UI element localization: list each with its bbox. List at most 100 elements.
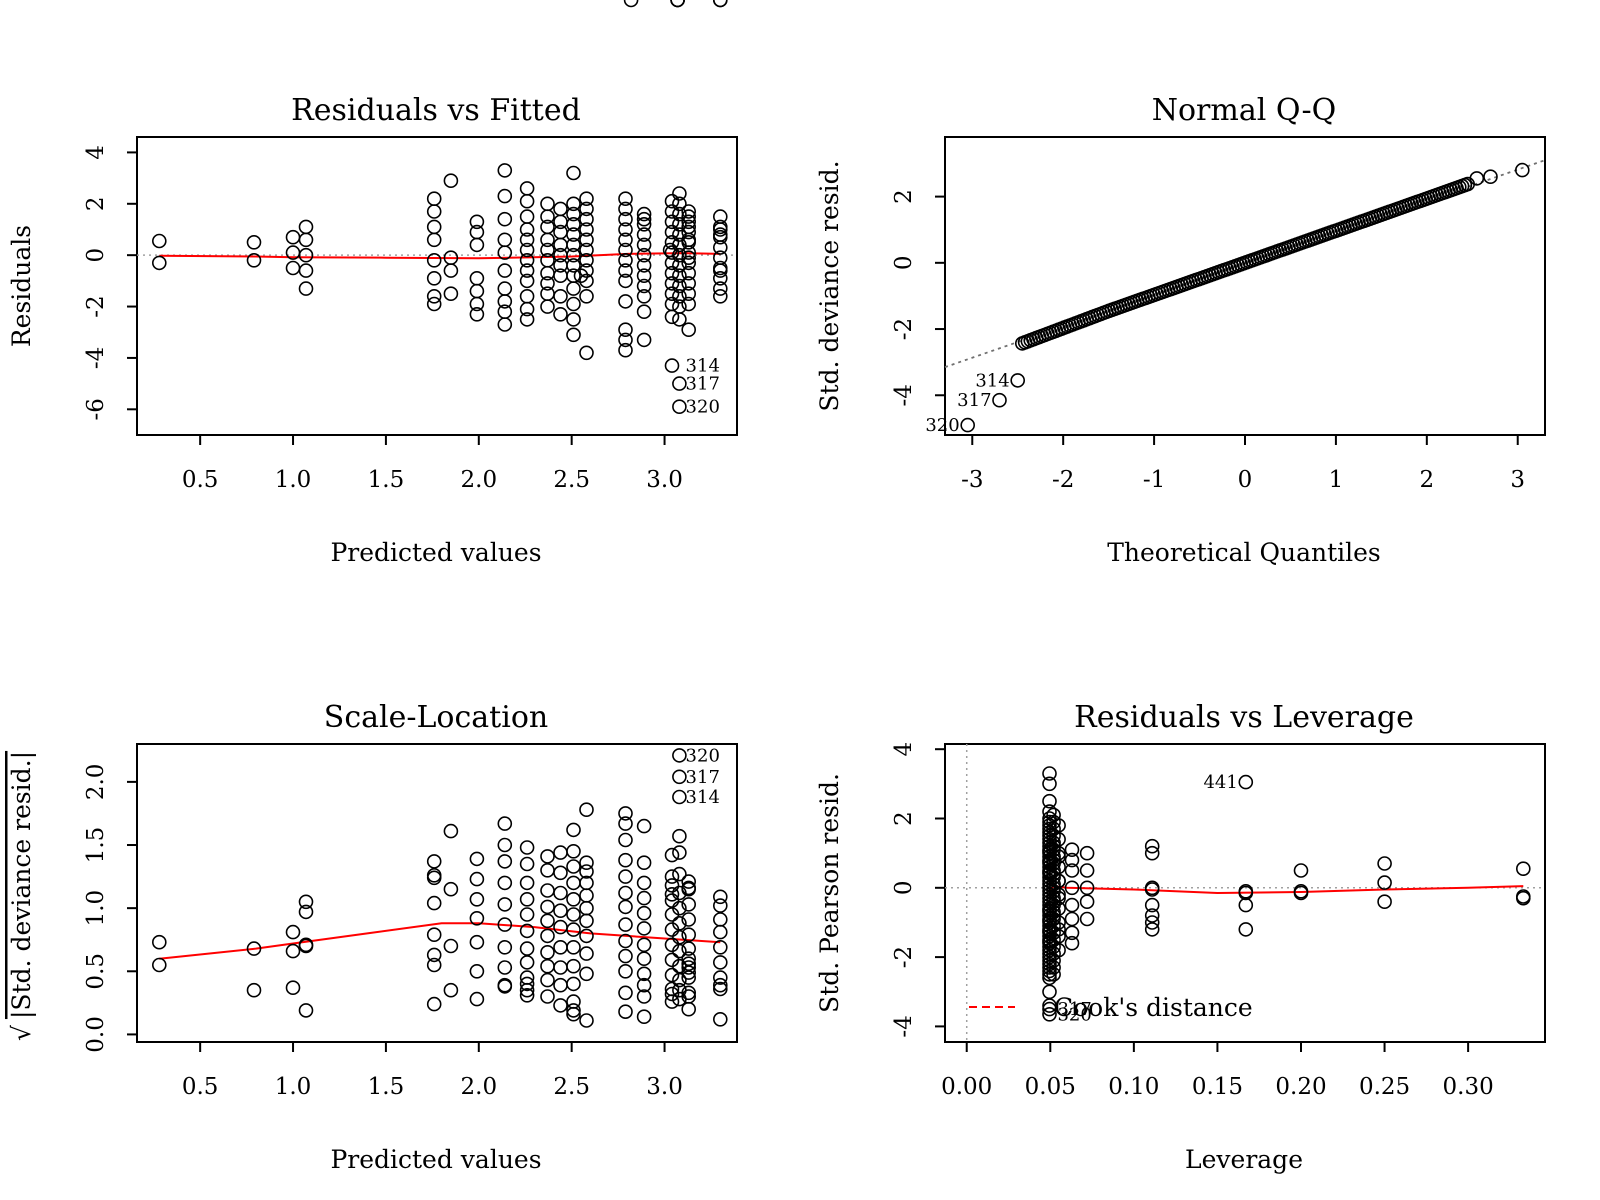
y-tick-label: 0 xyxy=(891,880,917,895)
data-point xyxy=(1238,885,1254,901)
x-axis-ticks: 0.5 1.0 1.5 2.0 2.5 3.0 xyxy=(182,1042,683,1100)
data-point xyxy=(672,312,687,327)
y-tick-label: 2 xyxy=(891,189,917,204)
data-point xyxy=(553,885,568,901)
data-point xyxy=(1064,925,1080,941)
x-tick-label: -3 xyxy=(961,467,983,493)
data-point xyxy=(636,211,652,227)
data-point xyxy=(540,928,555,944)
data-point xyxy=(497,875,513,891)
data-point xyxy=(443,938,459,954)
data-point xyxy=(1042,956,1057,972)
data-point xyxy=(579,928,594,944)
data-point xyxy=(712,281,728,296)
data-points xyxy=(1042,766,1531,1022)
data-point xyxy=(1377,894,1392,910)
data-point xyxy=(1051,901,1066,916)
x-tick-label: 1.0 xyxy=(275,1074,312,1100)
data-point xyxy=(519,242,535,258)
data-point xyxy=(579,252,594,268)
data-point xyxy=(1042,970,1057,986)
data-point xyxy=(298,232,314,248)
data-point xyxy=(636,288,652,304)
data-point xyxy=(1079,911,1095,927)
data-point xyxy=(579,211,594,227)
x-tick-label: 2.0 xyxy=(461,1074,498,1100)
data-point xyxy=(298,938,314,954)
data-point xyxy=(497,232,513,248)
data-point xyxy=(152,255,167,271)
data-point xyxy=(636,332,652,348)
data-point xyxy=(573,268,589,284)
data-point xyxy=(712,227,728,242)
data-point xyxy=(469,306,485,322)
data-point xyxy=(1042,939,1057,955)
data-point xyxy=(1515,162,1530,178)
data-point xyxy=(566,281,581,296)
data-point xyxy=(497,979,513,994)
data-point xyxy=(246,982,262,998)
data-point xyxy=(681,965,697,980)
outlier-label: 320 xyxy=(925,415,959,436)
y-tick-label: 0 xyxy=(891,256,917,271)
data-point xyxy=(712,222,728,237)
data-point xyxy=(618,869,633,884)
data-point xyxy=(681,296,697,312)
plot-frame xyxy=(136,136,738,436)
data-point xyxy=(469,871,485,887)
data-point xyxy=(519,193,535,209)
data-point xyxy=(1079,845,1095,861)
data-point xyxy=(681,265,697,281)
data-point xyxy=(1042,821,1057,837)
x-tick-label: 0.5 xyxy=(182,1074,219,1100)
data-point xyxy=(1238,897,1254,913)
data-point xyxy=(636,937,652,953)
data-point xyxy=(1042,828,1057,844)
x-tick-label: 2.5 xyxy=(553,1074,590,1100)
data-point xyxy=(566,237,581,253)
data-point xyxy=(519,907,535,922)
y-tick-label: 2 xyxy=(83,196,109,211)
outlier-label: 314 xyxy=(686,787,720,808)
data-point xyxy=(618,191,633,206)
data-point xyxy=(636,237,652,253)
data-point xyxy=(519,891,535,907)
data-point xyxy=(553,998,568,1013)
x-axis-label: Theoretical Quantiles xyxy=(1107,538,1381,567)
data-point xyxy=(1042,949,1057,965)
data-point xyxy=(664,235,680,250)
data-point xyxy=(566,327,581,343)
data-point xyxy=(540,209,555,224)
scale-location-panel: Scale-Location Predicted values √ |Std. … xyxy=(7,0,738,1174)
y-axis-label: √ |Std. deviance resid.| xyxy=(7,751,37,1041)
data-point xyxy=(664,214,680,230)
data-point xyxy=(636,1009,652,1025)
data-point xyxy=(1046,960,1061,975)
data-point xyxy=(1516,861,1531,877)
data-point xyxy=(469,851,485,867)
data-point xyxy=(618,1004,633,1020)
data-point xyxy=(618,242,633,258)
data-point xyxy=(519,923,535,939)
data-point xyxy=(1483,169,1498,184)
y-axis-ticks: -4 -2 0 2 4 xyxy=(891,742,945,1038)
data-point xyxy=(672,217,687,232)
data-point xyxy=(681,232,697,248)
x-tick-label: 2.0 xyxy=(461,467,498,493)
data-point xyxy=(672,206,687,222)
data-point xyxy=(664,986,680,1002)
data-point xyxy=(1042,928,1057,944)
data-point xyxy=(566,247,581,263)
data-point xyxy=(152,934,167,950)
panel-title: Scale-Location xyxy=(324,700,548,735)
y-axis-label: Std. Pearson resid. xyxy=(815,773,844,1013)
data-point xyxy=(664,265,680,281)
data-point xyxy=(618,816,633,831)
data-point xyxy=(618,332,633,348)
data-point xyxy=(636,268,652,284)
data-point xyxy=(618,294,633,309)
data-point xyxy=(672,943,687,959)
outlier-label: 317 xyxy=(1057,999,1091,1020)
data-point xyxy=(618,232,633,248)
data-point xyxy=(672,748,687,763)
